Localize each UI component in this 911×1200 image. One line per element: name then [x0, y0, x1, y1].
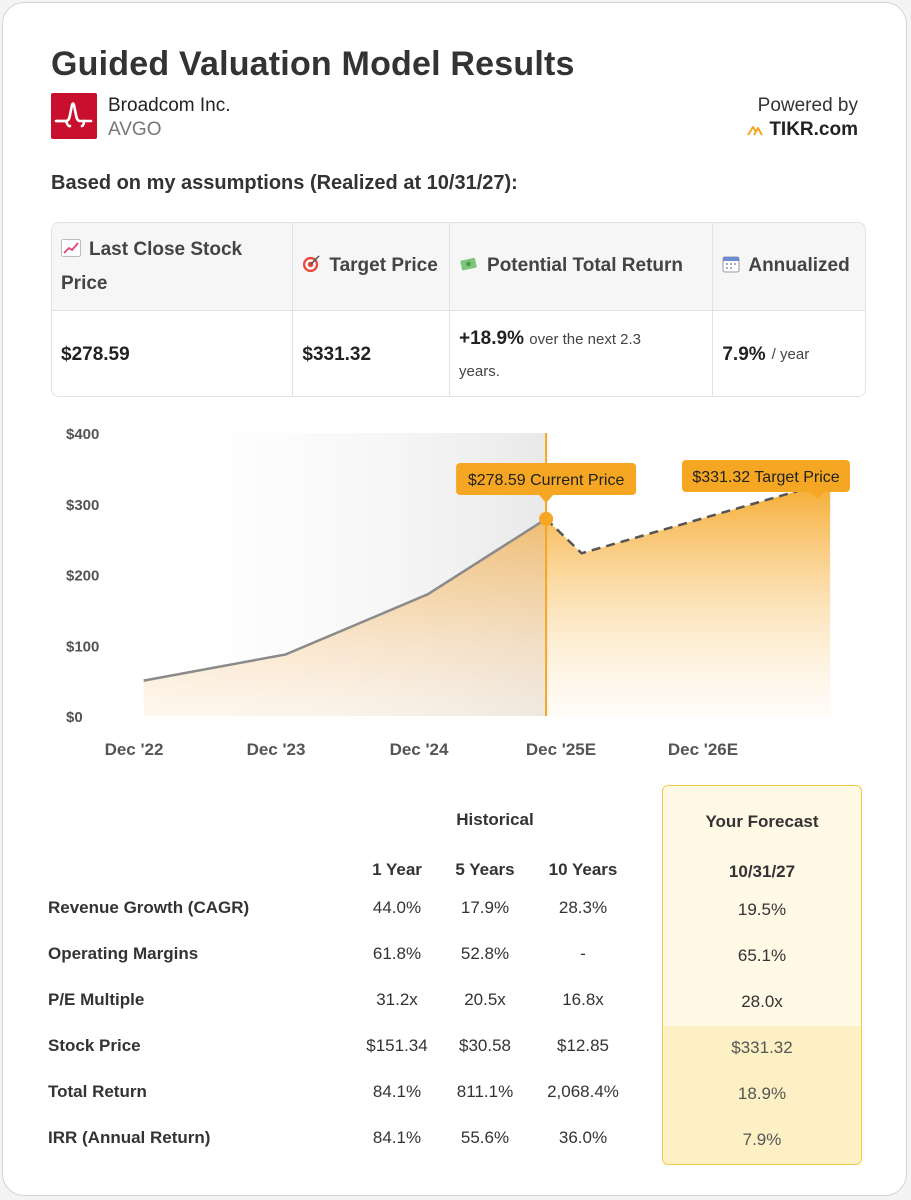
metric-value: 84.1%: [372, 1128, 422, 1147]
metric-value: 2,068.4%: [547, 1082, 619, 1101]
tikr-logo-icon: [747, 126, 764, 136]
return-percent: +18.9%: [459, 327, 524, 349]
target-price-callout: [682, 460, 850, 492]
forecast-value: 28.0x: [741, 992, 783, 1011]
potential-return-header-label: Potential Total Return: [487, 254, 683, 276]
annualized-percent: 7.9%: [722, 343, 766, 365]
target-header-label: Target Price: [329, 254, 438, 276]
forecast-value: 18.9%: [737, 1084, 787, 1103]
current-price-label: $278.59 Current Price: [468, 472, 625, 489]
chart-increasing-icon: [61, 236, 81, 268]
target-icon: [302, 252, 321, 284]
price-chart: $400 $300 $200 $100 $0 Dec '22 Dec '23 Dec '24 D…: [66, 426, 850, 759]
summary-table: Last Close Stock Price Target Price Pote…: [51, 222, 866, 397]
last-close-value: $278.59: [52, 311, 294, 396]
annualized-header-label: Annualized: [748, 254, 850, 276]
y-tick-label: $0: [66, 709, 83, 726]
col-forecast-date: 10/31/27: [728, 862, 796, 881]
forecast-value: 65.1%: [737, 946, 787, 965]
target-price-label: $331.32 Target Price: [692, 469, 839, 486]
current-price-point: [539, 511, 554, 526]
money-with-wings-icon: [459, 252, 479, 284]
metric-value: 16.8x: [562, 990, 604, 1009]
metric-value: 20.5x: [464, 990, 506, 1009]
tikr-brand[interactable]: TIKR.com: [747, 119, 858, 141]
ticker-symbol: AVGO: [108, 119, 162, 140]
metric-value: 84.1%: [372, 1082, 422, 1101]
metric-label: P/E Multiple: [48, 990, 145, 1009]
y-tick-label: $200: [66, 568, 99, 585]
forecast-highlight: [663, 1026, 861, 1164]
metric-value: $12.85: [557, 1036, 609, 1055]
current-price-callout: [456, 463, 637, 495]
x-tick-label: Dec '25E: [526, 740, 596, 759]
historical-area: [143, 518, 547, 716]
x-tick-label: Dec '24: [390, 740, 449, 759]
potential-return-header: Potential Total Return: [450, 223, 714, 310]
metric-value: 36.0%: [558, 1128, 608, 1147]
metric-label: Revenue Growth (CAGR): [48, 898, 250, 917]
current-price-callout-pointer: [539, 495, 554, 503]
target-price-value: $331.32: [293, 311, 451, 396]
metric-value: 52.8%: [460, 944, 510, 963]
forecast-value: 7.9%: [742, 1130, 782, 1149]
col-5-years: 5 Years: [455, 860, 515, 879]
historical-line: [143, 517, 547, 682]
metric-value: $30.58: [459, 1036, 511, 1055]
calendar-icon: [722, 252, 740, 284]
metric-label: Stock Price: [48, 1036, 141, 1055]
tikr-brand-label: TIKR.com: [769, 119, 858, 140]
return-suffix: over the next 2.3: [529, 330, 642, 348]
metric-value: 31.2x: [376, 990, 418, 1009]
y-tick-label: $300: [66, 497, 99, 514]
forecast-line: [545, 480, 831, 555]
metric-value: -: [580, 944, 586, 963]
target-price-callout-pointer: [810, 492, 825, 499]
x-tick-label: Dec '23: [247, 740, 306, 759]
forecast-header: Your Forecast: [705, 812, 819, 831]
metric-value: 61.8%: [372, 944, 422, 963]
metric-value: 28.3%: [558, 898, 608, 917]
metric-value: 55.6%: [460, 1128, 510, 1147]
x-tick-label: Dec '26E: [668, 740, 738, 759]
metric-value: 811.1%: [456, 1082, 514, 1101]
metric-value: $151.34: [366, 1036, 428, 1055]
last-close-header: Last Close Stock Price: [52, 223, 294, 310]
col-10-years: 10 Years: [548, 860, 618, 879]
metrics-table: Historical Your Forecast 1 Year 5 Years …: [48, 785, 863, 1165]
annualized-suffix: / year: [771, 346, 810, 363]
annualized-header: Annualized: [713, 223, 865, 310]
powered-by-text: Powered by: [757, 95, 858, 116]
forecast-column: [662, 785, 862, 1165]
x-tick-label: Dec '22: [105, 740, 164, 759]
assumptions-subtitle: Based on my assumptions (Realized at 10/…: [51, 172, 518, 194]
company-name: Broadcom Inc.: [108, 95, 231, 116]
historical-header: Historical: [456, 810, 534, 829]
return-suffix-2: years.: [459, 362, 500, 380]
y-tick-label: $100: [66, 638, 99, 655]
annualized-value: 7.9% / year: [713, 311, 865, 396]
broadcom-logo: [51, 93, 97, 139]
metric-label: Total Return: [48, 1082, 147, 1101]
target-header: Target Price: [293, 223, 451, 310]
forecast-value: $331.32: [731, 1038, 793, 1057]
forecast-area: [546, 481, 831, 716]
y-tick-label: $400: [66, 426, 99, 443]
forecast-value: 19.5%: [737, 900, 787, 919]
summary-header-row: Last Close Stock Price Target Price Pote…: [52, 223, 865, 311]
metric-value: 44.0%: [372, 898, 422, 917]
metric-value: 17.9%: [460, 898, 510, 917]
last-close-header-label: Last Close Stock Price: [61, 238, 243, 294]
summary-value-row: $278.59 $331.32 +18.9% over the next 2.3…: [52, 311, 865, 396]
page-title: Guided Valuation Model Results: [51, 45, 575, 83]
col-1-year: 1 Year: [372, 860, 422, 879]
metric-label: Operating Margins: [48, 944, 199, 963]
metric-label: IRR (Annual Return): [48, 1128, 211, 1147]
potential-return-value: +18.9% over the next 2.3 years.: [450, 311, 714, 396]
